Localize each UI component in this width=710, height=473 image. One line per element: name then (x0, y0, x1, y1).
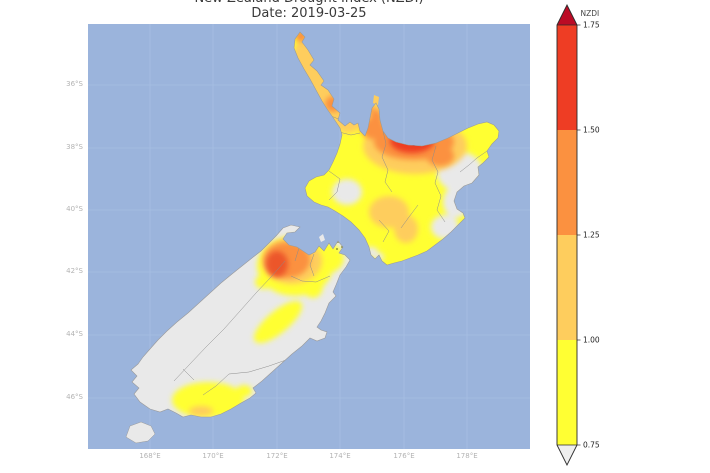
lon-tick-174e: 174°E (329, 452, 351, 460)
stewart-island-land (125, 421, 156, 444)
colorbar-segment-075-100 (557, 340, 577, 445)
lat-tick-42s: 42°S (66, 267, 83, 275)
chart-title: New Zealand Drought Index (NZDI) Date: 2… (88, 0, 530, 21)
colorbar-tick-125: 1.25 (583, 231, 600, 240)
title-line1: New Zealand Drought Index (NZDI) (88, 0, 530, 6)
nzdi-colorbar: NZDI 1.75 1.50 1.25 1.00 0.75 (556, 3, 600, 467)
colorbar-segment-150-175 (557, 25, 577, 130)
colorbar-tick-100: 1.00 (583, 336, 600, 345)
colorbar-segment-125-150 (557, 130, 577, 235)
nz-drought-map (88, 24, 530, 449)
lat-tick-38s: 38°S (66, 143, 83, 151)
title-line2: Date: 2019-03-25 (251, 6, 367, 21)
colorbar-tick-150: 1.50 (583, 126, 600, 135)
lat-tick-40s: 40°S (66, 205, 83, 213)
colorbar-segment-100-125 (557, 235, 577, 340)
south-island-drought-layer (172, 236, 346, 417)
colorbar-over-arrow (557, 5, 577, 25)
colorbar-tick-075: 0.75 (583, 441, 600, 450)
lat-tick-44s: 44°S (66, 330, 83, 338)
si-region-borders (173, 247, 331, 396)
lon-tick-172e: 172°E (266, 452, 288, 460)
lon-tick-178e: 178°E (456, 452, 478, 460)
colorbar-ticks (557, 24, 581, 446)
lon-tick-176e: 176°E (393, 452, 415, 460)
colorbar-title: NZDI (581, 9, 600, 18)
colorbar-under-arrow (557, 445, 577, 465)
si-redorange-core (266, 251, 288, 277)
lon-tick-168e: 168°E (139, 452, 161, 460)
colorbar-tick-175: 1.75 (583, 21, 600, 30)
lon-tick-170e: 170°E (202, 452, 224, 460)
lat-tick-46s: 46°S (66, 393, 83, 401)
lat-tick-36s: 36°S (66, 80, 83, 88)
